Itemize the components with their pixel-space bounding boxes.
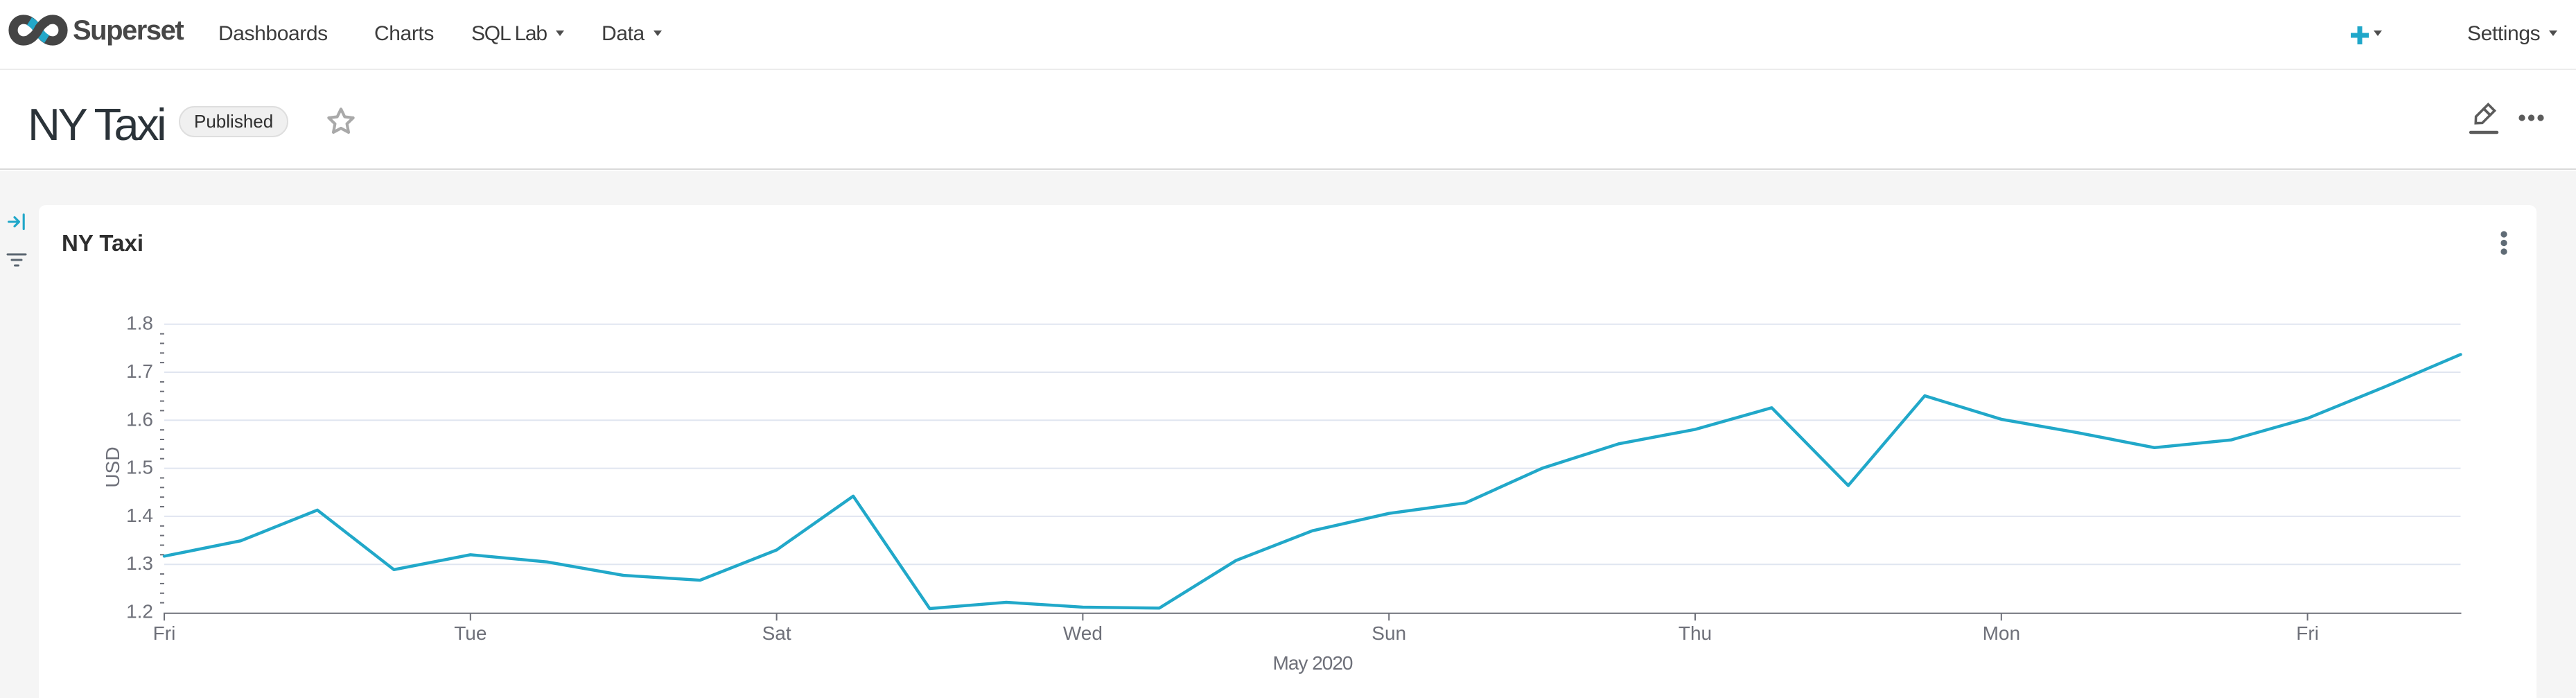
svg-text:1.5: 1.5 [126, 457, 153, 478]
svg-text:1.3: 1.3 [126, 552, 153, 574]
svg-text:Fri: Fri [2296, 622, 2319, 644]
svg-text:1.2: 1.2 [126, 601, 153, 622]
svg-text:Mon: Mon [1983, 622, 2020, 644]
svg-text:Fri: Fri [153, 622, 176, 644]
svg-text:Sun: Sun [1372, 622, 1406, 644]
svg-text:Wed: Wed [1063, 622, 1103, 644]
svg-text:1.4: 1.4 [126, 505, 153, 526]
svg-text:May 2020: May 2020 [1273, 652, 1353, 674]
svg-text:Sat: Sat [762, 622, 791, 644]
svg-text:1.8: 1.8 [126, 313, 153, 334]
svg-text:Thu: Thu [1679, 622, 1712, 644]
svg-text:1.6: 1.6 [126, 408, 153, 430]
svg-text:USD: USD [102, 446, 123, 487]
svg-text:1.7: 1.7 [126, 360, 153, 382]
svg-text:Tue: Tue [454, 622, 487, 644]
